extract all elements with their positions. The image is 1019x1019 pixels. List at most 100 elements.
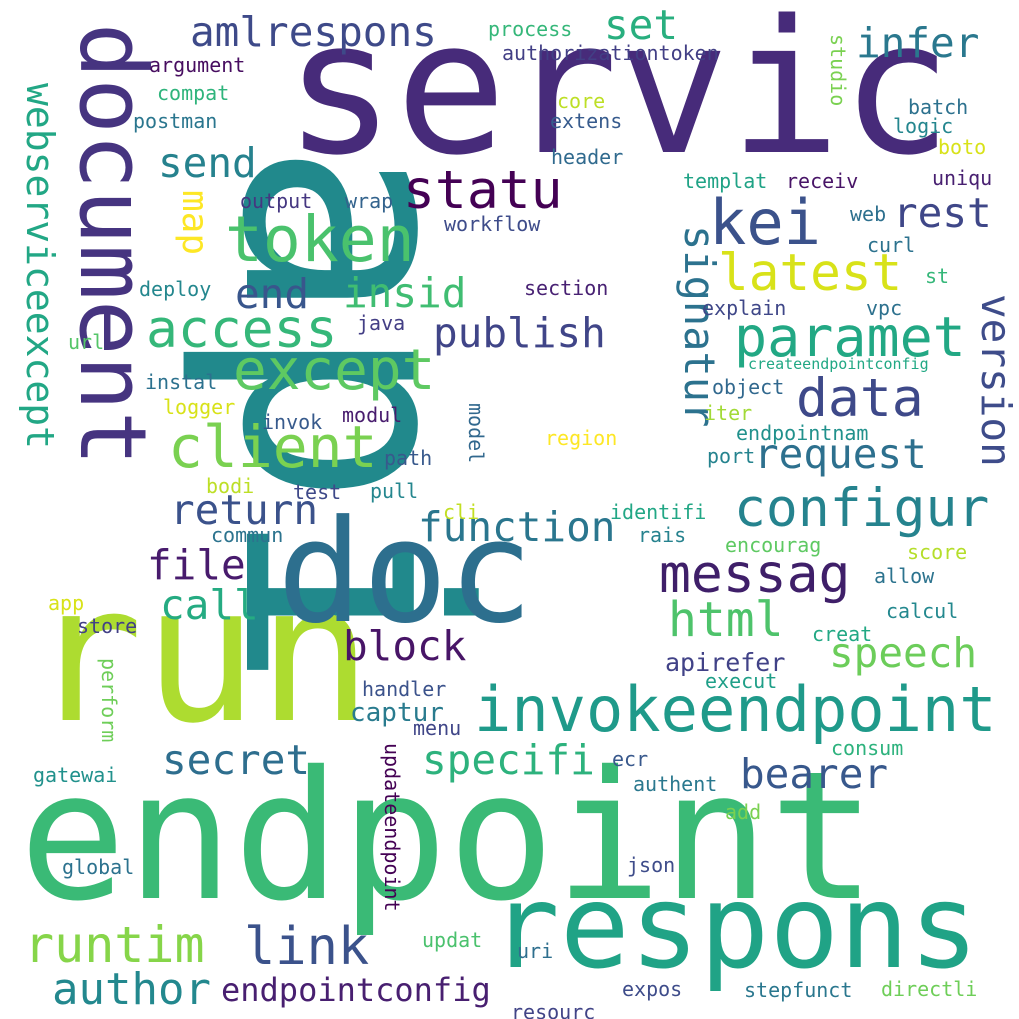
word-vpc: vpc: [866, 296, 903, 320]
word-uri: uri: [517, 939, 554, 963]
word-argument: argument: [149, 53, 246, 77]
word-webserviceexcept: webserviceexcept: [18, 83, 62, 450]
word-latest: latest: [718, 244, 903, 303]
word-model: model: [464, 403, 488, 464]
word-header: header: [551, 145, 624, 169]
word-pull: pull: [370, 479, 419, 503]
word-java: java: [357, 311, 406, 335]
word-instal: instal: [145, 370, 218, 394]
word-createendpointconfig: createendpointconfig: [748, 355, 929, 373]
word-servic: servic: [284, 0, 953, 196]
word-templat: templat: [683, 169, 768, 193]
word-messag: messag: [659, 544, 851, 605]
word-stepfunct: stepfunct: [744, 978, 853, 1002]
word-allow: allow: [874, 564, 935, 588]
word-receiv: receiv: [786, 169, 859, 193]
word-return: return: [170, 486, 319, 534]
word-execut: execut: [705, 669, 778, 693]
word-extens: extens: [550, 109, 623, 133]
word-batch: batch: [908, 95, 969, 119]
word-infer: infer: [856, 19, 980, 67]
word-except: except: [233, 338, 436, 403]
word-encourag: encourag: [725, 533, 822, 557]
word-uniqu: uniqu: [932, 166, 993, 190]
word-region: region: [545, 426, 618, 450]
word-commun: commun: [211, 523, 284, 547]
word-rais: rais: [638, 523, 687, 547]
word-bearer: bearer: [740, 750, 889, 798]
word-app: app: [48, 591, 85, 615]
word-kei: kei: [709, 186, 821, 259]
word-authent: authent: [633, 772, 718, 796]
word-version: version: [972, 294, 1019, 467]
word-studio: studio: [826, 34, 850, 107]
word-directli: directli: [881, 977, 978, 1001]
word-specifi: specifi: [422, 736, 595, 784]
word-expos: expos: [622, 977, 683, 1001]
word-consum: consum: [831, 736, 904, 760]
word-authorizationtoken: authorizationtoken: [502, 41, 719, 65]
word-iter: iter: [704, 401, 753, 425]
word-compat: compat: [157, 81, 230, 105]
word-wrap: wrap: [345, 189, 394, 213]
word-add: add: [725, 800, 762, 824]
word-ecr: ecr: [612, 747, 649, 771]
word-token: token: [225, 203, 415, 276]
word-run: run: [29, 544, 373, 765]
word-block: block: [343, 622, 467, 670]
word-client: client: [168, 413, 378, 481]
word-creat: creat: [812, 622, 873, 646]
word-resourc: resourc: [511, 1000, 596, 1019]
word-menu: menu: [413, 716, 462, 740]
word-access: access: [146, 299, 338, 360]
word-core: core: [557, 89, 606, 113]
word-score: score: [907, 540, 968, 564]
word-file: file: [147, 541, 246, 589]
word-map: map: [174, 190, 215, 256]
word-url: url: [68, 330, 105, 354]
word-invokeendpoint: invokeendpoint: [474, 673, 997, 746]
word-perform: perform: [97, 658, 121, 743]
word-object: object: [712, 375, 785, 399]
word-logger: logger: [163, 395, 236, 419]
word-speech: speech: [829, 629, 978, 677]
word-endpoint: endpoint: [19, 733, 877, 940]
word-explain: explain: [702, 296, 787, 320]
word-data: data: [796, 368, 924, 429]
word-path: path: [384, 446, 433, 470]
word-end: end: [235, 270, 310, 318]
word-captur: captur: [350, 698, 444, 728]
word-bodi: bodi: [206, 474, 255, 498]
word-postman: postman: [133, 109, 218, 133]
word-secret: secret: [162, 736, 311, 784]
word-st: st: [925, 264, 950, 288]
word-paramet: paramet: [734, 305, 966, 369]
word-logic: logic: [893, 114, 954, 138]
word-modul: modul: [342, 403, 403, 427]
word-section: section: [524, 276, 609, 300]
word-call: call: [160, 581, 259, 629]
word-store: store: [77, 614, 138, 638]
word-port: port: [707, 444, 756, 468]
word-updateendpoint: updateendpoint: [380, 743, 404, 912]
word-boto: boto: [938, 135, 987, 159]
word-doc: doc: [277, 490, 534, 655]
word-gatewai: gatewai: [33, 763, 118, 787]
word-apirefer: apirefer: [665, 648, 786, 677]
word-rest: rest: [893, 189, 992, 237]
word-configur: configur: [734, 478, 990, 539]
word-output: output: [240, 189, 313, 213]
word-html: html: [668, 592, 784, 648]
word-publish: publish: [433, 309, 606, 357]
word-statu: statu: [403, 160, 563, 221]
word-document: document: [59, 23, 166, 467]
word-endpointnam: endpointnam: [736, 421, 869, 445]
word-function: function: [418, 503, 616, 551]
word-insid: insid: [343, 269, 467, 317]
word-send: send: [158, 139, 257, 187]
word-runtim: runtim: [24, 916, 205, 974]
word-author: author: [52, 964, 211, 1015]
word-link: link: [244, 917, 370, 977]
word-endpointconfig: endpointconfig: [221, 971, 491, 1009]
